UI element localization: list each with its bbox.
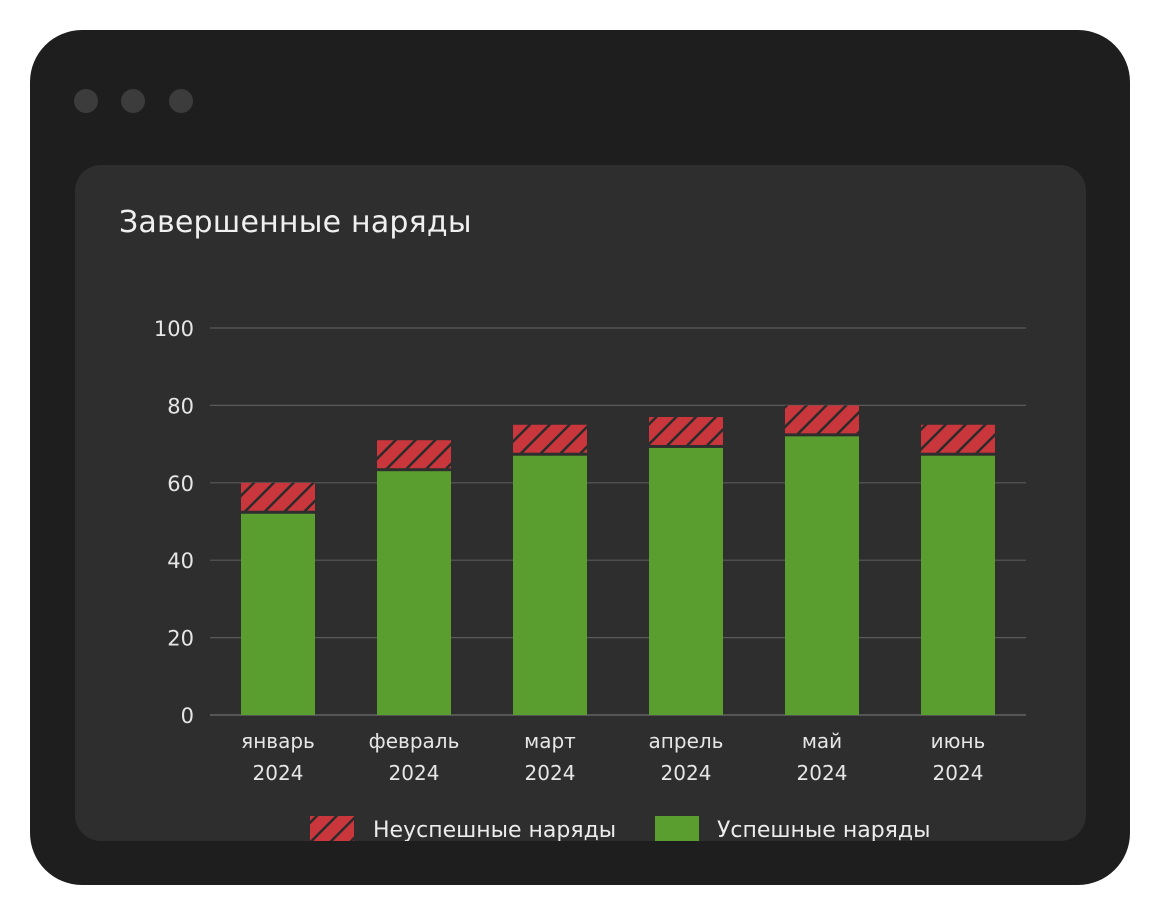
x-tick-label-year: 2024: [661, 761, 712, 785]
bar-unsuccessful[interactable]: [921, 424, 995, 453]
y-tick-label: 40: [167, 549, 194, 573]
x-tick-label-year: 2024: [933, 761, 984, 785]
x-tick-label-month: июнь: [931, 729, 986, 753]
bar-successful[interactable]: [785, 436, 859, 715]
chart-panel: Завершенные наряды 0 20 40 60 80 100 январь 20…: [75, 165, 1086, 841]
legend-label[interactable]: Неуспешные наряды: [373, 818, 616, 841]
bar-successful[interactable]: [241, 513, 315, 715]
window-dot-icon[interactable]: [121, 89, 145, 113]
x-tick-label-month: апрель: [649, 729, 724, 753]
y-tick-label: 60: [167, 472, 194, 496]
bar-unsuccessful[interactable]: [513, 424, 587, 453]
x-tick-label-year: 2024: [253, 761, 304, 785]
y-tick-label: 100: [154, 317, 194, 341]
app-window: Завершенные наряды 0 20 40 60 80 100 январь 20…: [30, 30, 1130, 885]
bar-unsuccessful[interactable]: [785, 405, 859, 434]
bar-unsuccessful[interactable]: [377, 440, 451, 469]
window-dot-icon[interactable]: [169, 89, 193, 113]
bar-successful[interactable]: [377, 471, 451, 715]
bar-unsuccessful[interactable]: [649, 417, 723, 445]
bar-unsuccessful[interactable]: [241, 482, 315, 511]
y-tick-label: 80: [167, 394, 194, 418]
bar-successful[interactable]: [649, 447, 723, 715]
bar-successful[interactable]: [921, 455, 995, 715]
y-tick-label: 0: [181, 704, 194, 728]
bar-successful[interactable]: [513, 455, 587, 715]
window-dot-icon[interactable]: [74, 89, 98, 113]
x-tick-label-year: 2024: [525, 761, 576, 785]
x-tick-label-month: февраль: [369, 729, 460, 753]
x-tick-label-month: март: [524, 729, 576, 753]
legend-swatch: [655, 816, 699, 841]
y-tick-label: 20: [167, 627, 194, 651]
x-tick-label-month: май: [802, 729, 842, 753]
chart-plot: 0 20 40 60 80 100 январь 2024 февраль 2024 март 20…: [154, 317, 1026, 841]
x-tick-label-year: 2024: [389, 761, 440, 785]
chart-title: Завершенные наряды: [119, 205, 472, 240]
x-tick-label-year: 2024: [797, 761, 848, 785]
legend-swatch: [310, 816, 354, 841]
x-tick-label-month: январь: [241, 729, 315, 753]
legend-label[interactable]: Успешные наряды: [717, 818, 930, 841]
